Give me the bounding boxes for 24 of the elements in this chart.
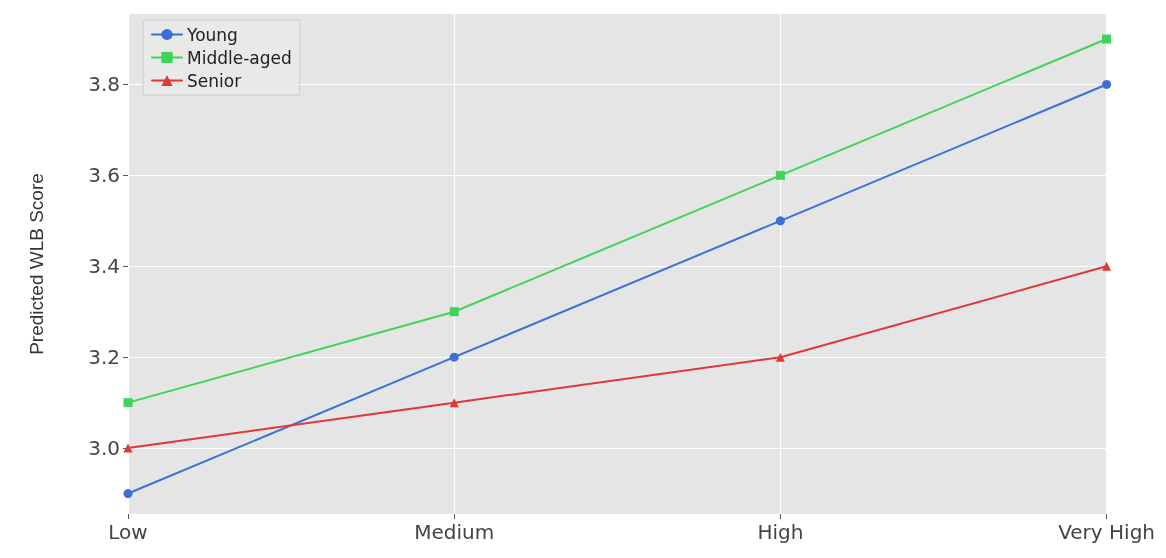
point xyxy=(1102,79,1112,89)
y-tick-label: 3.8 xyxy=(88,72,120,97)
y-tick-label: 3.4 xyxy=(88,254,120,279)
x-tick-label: Medium xyxy=(414,520,495,544)
legend-label: Young xyxy=(186,24,238,45)
point xyxy=(123,489,133,499)
x-tick-label: Low xyxy=(108,520,148,544)
y-tick-label: 3.0 xyxy=(88,436,120,461)
point xyxy=(1102,34,1112,44)
y-tick-label: 3.2 xyxy=(88,345,120,370)
point xyxy=(1102,261,1112,271)
y-axis-title: Predicted WLB Score xyxy=(26,173,47,355)
legend-label: Middle-aged xyxy=(187,47,292,68)
point xyxy=(123,443,133,453)
point xyxy=(775,216,785,226)
point xyxy=(775,352,785,362)
point xyxy=(775,170,785,180)
x-tick-label: Very High xyxy=(1058,520,1156,544)
legend-label: Senior xyxy=(187,70,242,91)
y-tick-label: 3.6 xyxy=(88,163,120,188)
point xyxy=(449,352,459,362)
point xyxy=(123,398,133,408)
point xyxy=(449,307,459,317)
x-tick-label: High xyxy=(757,520,804,544)
